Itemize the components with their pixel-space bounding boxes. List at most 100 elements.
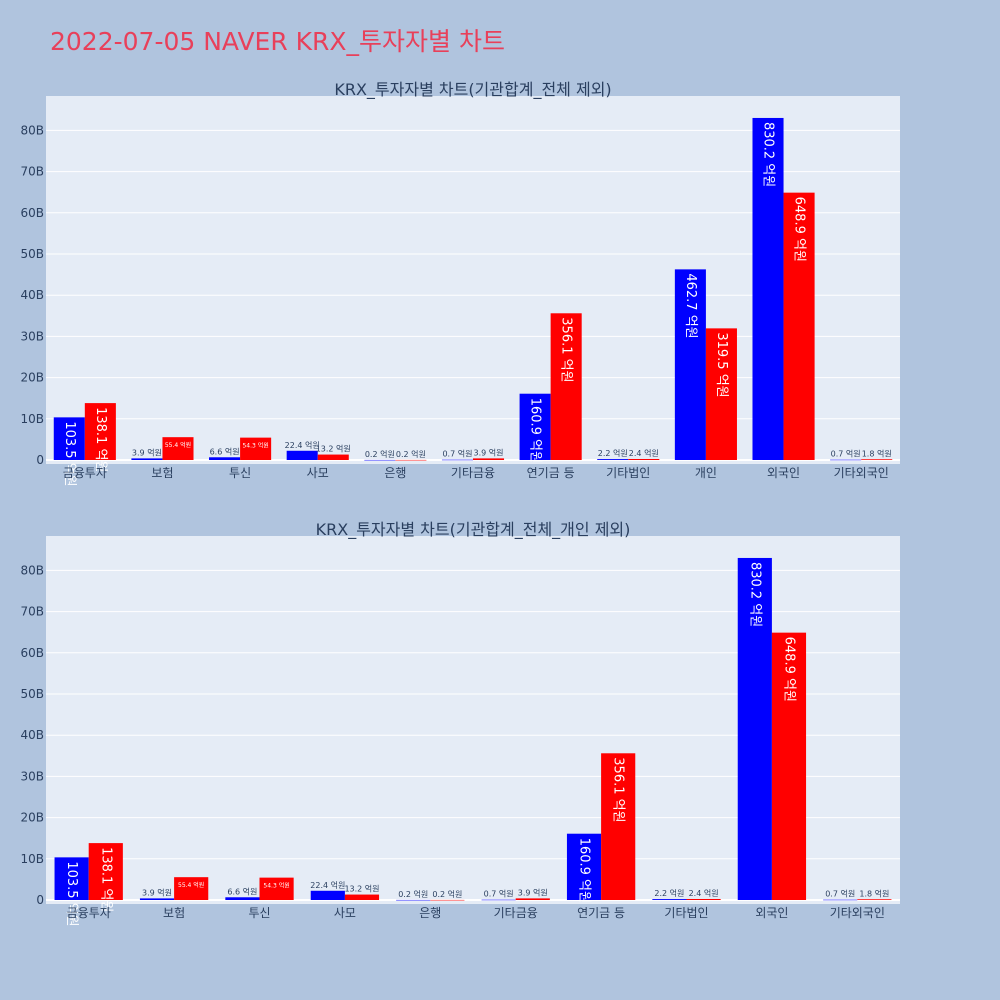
x-tick-label: 외국인	[767, 466, 800, 480]
data-label: 2.2 억원	[654, 888, 684, 898]
y-tick-label: 10B	[20, 852, 44, 866]
y-tick-label: 10B	[20, 412, 44, 426]
buy-bar	[519, 393, 551, 460]
data-label: 0.2 억원	[432, 889, 462, 899]
chart-2-data-labels: 103.5 억원 138.1 억원 3.9 억원 55.4 억원 6.6 억원 54.3 …	[64, 562, 889, 927]
y-tick-label: 40B	[20, 728, 44, 742]
x-tick-label: 기타법인	[664, 906, 708, 920]
buy-bar	[441, 459, 473, 461]
x-tick-label: 투신	[229, 466, 251, 480]
data-label: 319.5 억원	[714, 332, 729, 397]
data-label: 22.4 억원	[285, 440, 320, 450]
sell-bar	[84, 403, 116, 460]
x-tick-label: 보험	[151, 466, 173, 480]
data-label: 3.9 억원	[474, 447, 504, 457]
sell-bar	[861, 459, 893, 460]
buy-bar	[131, 458, 163, 460]
data-label: 648.9 억원	[792, 197, 807, 262]
data-label: 3.9 억원	[518, 887, 548, 897]
buy-bar	[481, 899, 516, 901]
data-label: 356.1 억원	[611, 757, 626, 822]
data-label: 6.6 억원	[210, 446, 240, 456]
chart-1-title: KRX_투자자별 차트(기관합계_전체 제외)	[334, 80, 611, 100]
buy-bar	[566, 833, 602, 900]
y-tick-label: 80B	[20, 123, 44, 137]
y-tick-label: 30B	[20, 329, 44, 343]
sell-bar	[88, 843, 123, 900]
data-label: 0.7 억원	[484, 889, 514, 899]
x-tick-label: 기타외국인	[830, 906, 885, 920]
buy-bar	[139, 898, 175, 900]
x-tick-label: 개인	[695, 466, 717, 480]
data-label: 13.2 억원	[344, 884, 379, 894]
sell-bar	[473, 458, 505, 460]
data-label: 22.4 억원	[310, 880, 345, 890]
y-tick-label: 70B	[20, 165, 44, 179]
data-label: 462.7 억원	[683, 273, 698, 338]
data-label: 55.4 억원	[178, 881, 204, 889]
sell-bar	[601, 753, 636, 900]
buy-bar	[674, 269, 706, 460]
data-label: 2.4 억원	[689, 888, 719, 898]
x-tick-label: 은행	[419, 905, 441, 920]
x-tick-label: 기타외국인	[834, 466, 889, 480]
x-tick-label: 사모	[307, 466, 329, 480]
buy-bar	[830, 459, 862, 461]
chart-2: KRX_투자자별 차트(기관합계_전체_개인 제외) 0 10B 20B 30B 40B…	[20, 520, 900, 927]
sell-bar	[162, 437, 194, 460]
data-label: 830.2 억원	[761, 122, 776, 187]
sell-bar	[430, 899, 465, 901]
data-label: 3.9 억원	[132, 447, 162, 457]
x-tick-label: 연기금 등	[527, 466, 575, 480]
x-tick-label: 기타금융	[494, 906, 538, 920]
sell-bar	[259, 877, 294, 900]
data-label: 3.9 억원	[142, 887, 172, 897]
y-tick-label: 50B	[20, 247, 44, 261]
chart-2-x-axis: 금융투자 보험 투신 사모 은행 기타금융 연기금 등 기타법인 외국인 기타외국인	[67, 905, 885, 920]
sell-bar	[628, 459, 660, 460]
chart-2-title: KRX_투자자별 차트(기관합계_전체_개인 제외)	[316, 520, 631, 540]
buy-bar	[225, 897, 260, 900]
data-label: 13.2 억원	[316, 444, 351, 454]
data-label: 138.1 억원	[93, 407, 108, 472]
x-tick-label: 금융투자	[63, 466, 107, 480]
x-tick-label: 연기금 등	[577, 906, 625, 920]
y-tick-label: 50B	[20, 687, 44, 701]
data-label: 356.1 억원	[559, 317, 574, 382]
data-label: 138.1 억원	[98, 847, 113, 912]
data-label: 103.5 억원	[64, 861, 79, 926]
buy-bar	[54, 857, 89, 900]
x-tick-label: 투신	[248, 906, 270, 920]
sell-bar	[240, 437, 272, 460]
data-label: 1.8 억원	[862, 448, 892, 458]
sell-bar	[395, 459, 427, 461]
data-label: 830.2 억원	[747, 562, 762, 627]
data-label: 6.6 억원	[227, 886, 257, 896]
buy-bar	[286, 450, 318, 460]
buy-bar	[823, 899, 858, 901]
sell-bar	[705, 328, 737, 460]
data-label: 2.2 억원	[598, 448, 628, 458]
sell-bar	[783, 192, 815, 460]
x-tick-label: 기타금융	[451, 466, 495, 480]
x-tick-label: 금융투자	[67, 906, 111, 920]
data-label: 160.9 억원	[577, 838, 592, 903]
sell-bar	[550, 313, 582, 460]
buy-bar	[364, 459, 396, 461]
data-label: 0.2 억원	[398, 889, 428, 899]
data-label: 1.8 억원	[859, 888, 889, 898]
chart-1: KRX_투자자별 차트(기관합계_전체 제외) 0 10B 20B 30B 40B 50B…	[20, 80, 900, 487]
data-label: 55.4 억원	[165, 441, 191, 449]
data-label: 0.7 억원	[442, 449, 472, 459]
sell-bar	[344, 894, 380, 900]
page-title: 2022-07-05 NAVER KRX_투자자별 차트	[50, 27, 505, 56]
y-tick-label: 60B	[20, 206, 44, 220]
sell-bar	[686, 899, 721, 900]
chart-1-bars	[53, 117, 893, 461]
y-tick-label: 40B	[20, 288, 44, 302]
sell-bar	[515, 898, 550, 900]
buy-bar	[396, 899, 431, 901]
x-tick-label: 사모	[334, 906, 356, 920]
chart-1-x-axis: 금융투자 보험 투신 사모 은행 기타금융 연기금 등 기타법인 개인 외국인 기타외국인	[63, 465, 889, 480]
y-tick-label: 70B	[20, 605, 44, 619]
